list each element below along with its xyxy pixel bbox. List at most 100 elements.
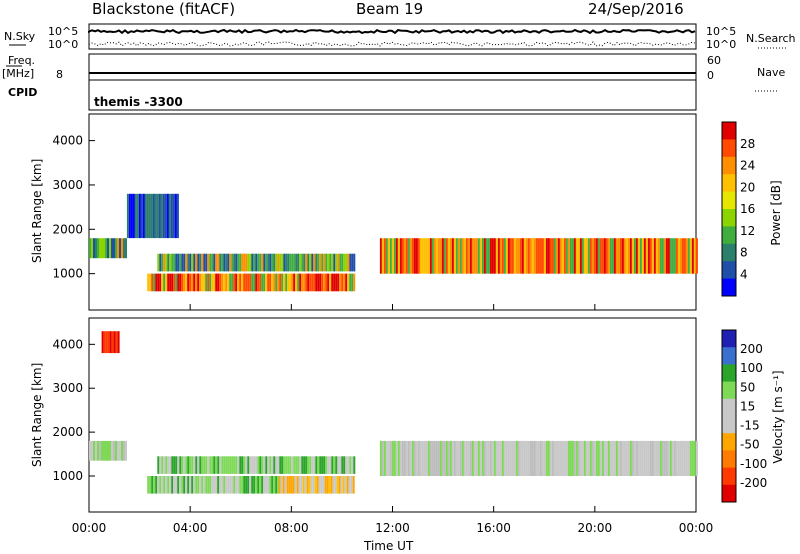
heatmap-cell xyxy=(310,476,313,494)
heatmap-cell xyxy=(299,253,302,272)
heatmap-cell xyxy=(323,273,326,292)
heatmap-cell xyxy=(669,440,672,476)
heatmap-cell xyxy=(233,456,236,474)
heatmap-cell xyxy=(457,440,460,476)
heatmap-cell xyxy=(179,273,182,292)
heatmap-cell xyxy=(511,238,514,274)
heatmap-cell xyxy=(158,193,161,239)
heatmap-cell xyxy=(333,273,336,292)
heatmap-cell xyxy=(207,476,210,494)
heatmap-cell xyxy=(172,193,175,239)
heatmap-cell xyxy=(601,238,604,274)
heatmap-cell xyxy=(173,456,176,474)
heatmap-cell xyxy=(267,253,270,272)
colorbar-swatch xyxy=(722,484,736,503)
heatmap-cell xyxy=(113,440,115,461)
heatmap-cell xyxy=(175,476,178,494)
heatmap-cell xyxy=(411,440,414,476)
colorbar-swatch xyxy=(722,156,736,175)
heatmap-cell xyxy=(227,456,230,474)
heatmap-cell xyxy=(677,440,680,476)
heatmap-cell xyxy=(263,476,266,494)
heatmap-cell xyxy=(282,476,285,494)
nsearch-label: N.Search xyxy=(746,32,796,45)
heatmap-cell xyxy=(336,476,339,494)
colorbar-swatch xyxy=(722,243,736,262)
heatmap-cell xyxy=(243,456,246,474)
heatmap-cell xyxy=(175,273,178,292)
heatmap-cell xyxy=(463,440,466,476)
heatmap-cell xyxy=(195,456,198,474)
heatmap-cell xyxy=(161,273,164,292)
heatmap-cell xyxy=(501,440,504,476)
heatmap-cell xyxy=(306,476,309,494)
heatmap-cell xyxy=(577,440,580,476)
heatmap-cell xyxy=(443,440,446,476)
heatmap-cell xyxy=(689,238,692,274)
heatmap-cell xyxy=(625,238,628,274)
heatmap-cell xyxy=(211,253,214,272)
heatmap-cell xyxy=(341,456,344,474)
heatmap-cell xyxy=(395,440,398,476)
heatmap-cell xyxy=(219,476,222,494)
heatmap-cell xyxy=(271,253,274,272)
heatmap-cell xyxy=(353,273,356,292)
heatmap-cell xyxy=(379,238,382,274)
heatmap-cell xyxy=(497,238,500,274)
heatmap-cell xyxy=(667,440,670,476)
colorbar-swatch xyxy=(722,381,736,400)
heatmap-cell xyxy=(517,440,520,476)
heatmap-cell xyxy=(255,456,258,474)
heatmap-cell xyxy=(469,440,472,476)
heatmap-cell xyxy=(187,476,190,494)
heatmap-cell xyxy=(97,238,99,259)
heatmap-cell xyxy=(209,476,212,494)
heatmap-cell xyxy=(527,440,530,476)
heatmap-cell xyxy=(523,238,526,274)
heatmap-cell xyxy=(249,456,252,474)
heatmap-cell xyxy=(314,476,317,494)
heatmap-cell xyxy=(551,440,554,476)
date-title: 24/Sep/2016 xyxy=(588,0,684,18)
heatmap-cell xyxy=(265,253,268,272)
heatmap-cell xyxy=(399,238,402,274)
heatmap-cell xyxy=(605,440,608,476)
heatmap-cell xyxy=(163,476,166,494)
heatmap-cell xyxy=(99,238,101,259)
heatmap-cell xyxy=(195,273,198,292)
heatmap-cell xyxy=(331,253,334,272)
heatmap-cell xyxy=(105,440,107,461)
y-tick-label: 3000 xyxy=(52,178,83,192)
heatmap-cell xyxy=(493,238,496,274)
heatmap-cell xyxy=(279,273,282,292)
heatmap-cell xyxy=(393,440,396,476)
heatmap-cell xyxy=(157,273,160,292)
heatmap-cell xyxy=(302,476,305,494)
heatmap-cell xyxy=(233,273,236,292)
colorbar-swatch xyxy=(722,398,736,417)
heatmap-cell xyxy=(659,238,662,274)
heatmap-cell xyxy=(193,253,196,272)
heatmap-cell xyxy=(447,238,450,274)
heatmap-cell xyxy=(105,238,107,259)
heatmap-cell xyxy=(259,253,262,272)
heatmap-cell xyxy=(695,440,698,476)
heatmap-cell xyxy=(277,273,280,292)
nave-tick-low: 0 xyxy=(707,69,714,82)
heatmap-cell xyxy=(297,456,300,474)
heatmap-cell xyxy=(286,476,289,494)
heatmap-cell xyxy=(253,456,256,474)
heatmap-cell xyxy=(521,440,524,476)
heatmap-cell xyxy=(557,238,560,274)
heatmap-cell xyxy=(579,238,582,274)
heatmap-cell xyxy=(651,238,654,274)
heatmap-cell xyxy=(235,253,238,272)
heatmap-cell xyxy=(687,238,690,274)
heatmap-cell xyxy=(101,440,103,461)
heatmap-cell xyxy=(329,456,332,474)
heatmap-cell xyxy=(469,238,472,274)
heatmap-cell xyxy=(289,253,292,272)
heatmap-cell xyxy=(411,238,414,274)
colorbar-tick-label: 28 xyxy=(740,137,755,151)
heatmap-cell xyxy=(107,440,109,461)
